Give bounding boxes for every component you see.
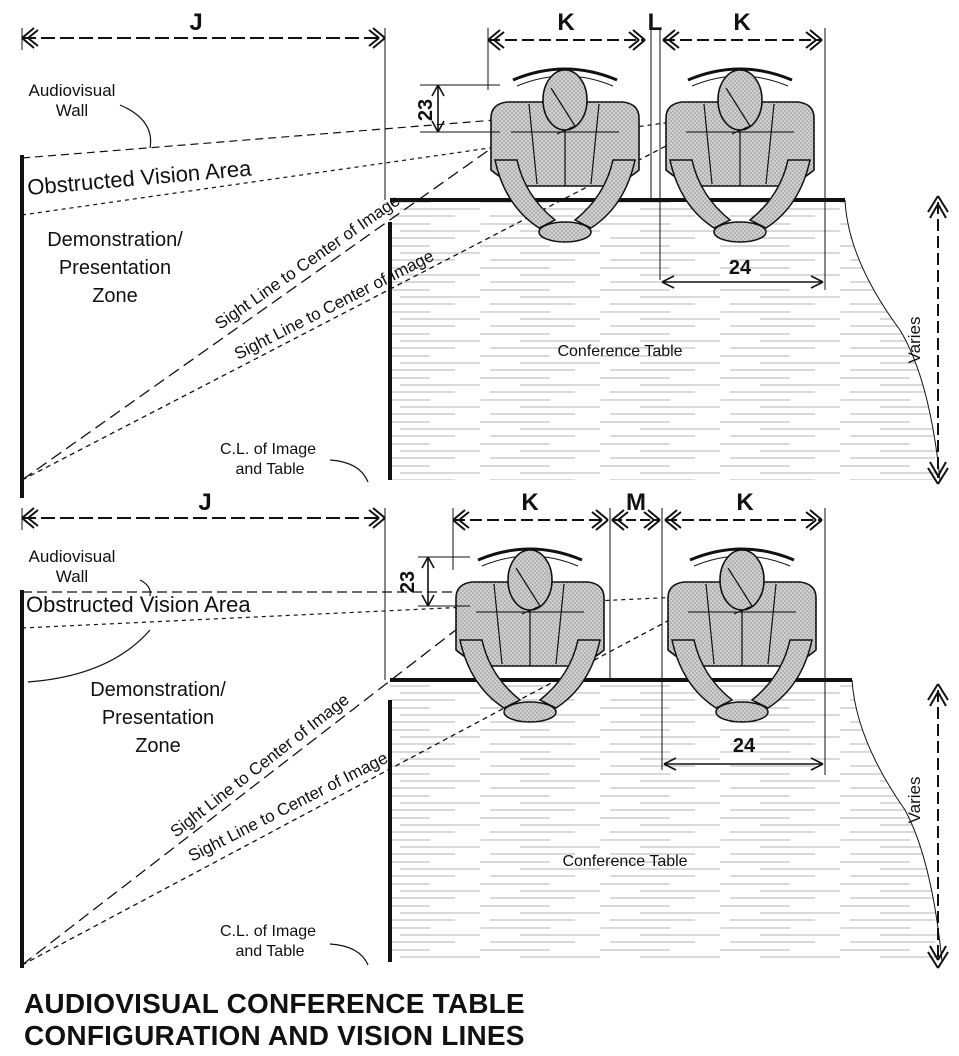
dim-j-label: J <box>198 489 211 516</box>
dim-j-label: J <box>189 9 202 36</box>
presentation-zone-label: Zone <box>92 285 138 307</box>
conference-table-label: Conference Table <box>562 853 687 870</box>
dimension-k-m-k <box>452 508 826 775</box>
dim-l-label: L <box>648 9 663 36</box>
dim-24-label: 24 <box>729 257 752 279</box>
caption-line: CONFIGURATION AND VISION LINES <box>24 1020 525 1051</box>
presentation-zone-label: Presentation <box>102 707 214 729</box>
conference-table-diagram: J K L K 23 24 <box>20 9 949 969</box>
dim-m-label: M <box>626 489 646 516</box>
presentation-zone-label: Demonstration/ <box>90 679 226 701</box>
conference-table-surface <box>390 680 942 962</box>
varies-label: Varies <box>905 777 924 824</box>
caption-line: AUDIOVISUAL CONFERENCE TABLE <box>24 988 525 1019</box>
presentation-zone-label: Demonstration/ <box>47 229 183 251</box>
dimension-k-l-k <box>487 28 826 290</box>
audiovisual-wall-label: Audiovisual <box>29 547 116 566</box>
conference-table-surface <box>390 200 940 480</box>
obstructed-vision-label: Obstructed Vision Area <box>26 155 253 200</box>
figure-caption: AUDIOVISUAL CONFERENCE TABLE CONFIGURATI… <box>24 988 664 1052</box>
dim-k-left-label: K <box>521 489 539 516</box>
audiovisual-wall-label: Wall <box>56 567 88 586</box>
dimension-23 <box>420 84 500 133</box>
obstructed-vision-label: Obstructed Vision Area <box>26 592 251 617</box>
dim-k-right-label: K <box>736 489 754 516</box>
bottom-panel: J K M K 23 24 <box>20 489 949 969</box>
dim-23-label: 23 <box>397 571 419 593</box>
centerline-label: and Table <box>235 461 304 478</box>
presentation-zone-label: Zone <box>135 735 181 757</box>
dimension-j <box>21 27 386 200</box>
dim-24-label: 24 <box>733 735 756 757</box>
dimension-24 <box>663 757 824 771</box>
dimension-varies <box>927 683 949 969</box>
dim-23-label: 23 <box>415 99 437 121</box>
audiovisual-wall-label: Audiovisual <box>29 81 116 100</box>
varies-label: Varies <box>905 317 924 364</box>
presentation-zone-label: Presentation <box>59 257 171 279</box>
dimension-23 <box>418 556 470 607</box>
dim-k-left-label: K <box>557 9 575 36</box>
centerline-label: C.L. of Image <box>220 441 316 458</box>
centerline-label: and Table <box>235 943 304 960</box>
dimension-j <box>21 507 386 680</box>
dimension-varies <box>927 195 949 485</box>
dim-k-right-label: K <box>733 9 751 36</box>
centerline-label: C.L. of Image <box>220 923 316 940</box>
conference-table-label: Conference Table <box>557 343 682 360</box>
top-panel: J K L K 23 24 <box>20 9 949 498</box>
audiovisual-wall-label: Wall <box>56 101 88 120</box>
dimension-24 <box>661 275 824 289</box>
